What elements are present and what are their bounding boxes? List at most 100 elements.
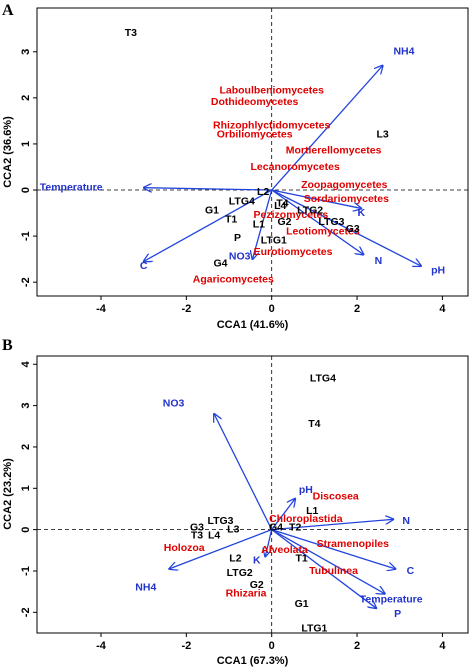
site-label-t4: T4: [308, 418, 320, 430]
x-tick-label: 2: [354, 640, 360, 652]
site-label-t1: T1: [295, 552, 307, 564]
site-label-ltg4: LTG4: [229, 195, 255, 207]
site-label-g4: G4: [213, 258, 227, 270]
y-tick-label: -2: [20, 277, 32, 287]
taxon-label-sordariomycetes: Sordariomycetes: [304, 193, 389, 205]
env-arrow-no3: [253, 189, 273, 259]
taxon-label-agaricomycetes: Agaricomycetes: [193, 274, 274, 286]
chart-marks-b: -4 -2 0 2 4 -2 -1 0 1 2 3 4 NO3 pH N NH4 K C Temperature P D…: [20, 356, 468, 652]
taxon-label-leotiomycetes: Leotiomycetes: [286, 225, 360, 237]
env-arrow-nh4: [169, 529, 272, 569]
taxon-label-laboulbeniomycetes: Laboulbeniomycetes: [219, 85, 324, 97]
y-tick-label: 1: [20, 485, 32, 491]
env-label-n: N: [402, 515, 410, 527]
cca-panel-b: -4 -2 0 2 4 -2 -1 0 1 2 3 4 NO3 pH N NH4 K C Temperature P D…: [2, 355, 469, 667]
site-label-l3: L3: [377, 129, 389, 141]
env-arrow-n: [271, 189, 364, 255]
site-label-p: P: [234, 232, 241, 244]
taxon-label-eurotiomycetes: Eurotiomycetes: [254, 246, 333, 258]
site-label-l2: L2: [257, 186, 269, 198]
env-arrow-no3: [214, 414, 273, 530]
taxon-label-lecanoromycetes: Lecanoromycetes: [251, 161, 340, 173]
site-label-l4: L4: [274, 200, 286, 212]
site-label-t2: T2: [289, 521, 301, 533]
site-label-ltg3: LTG3: [318, 216, 344, 228]
site-label-g1: G1: [295, 598, 309, 610]
env-label-k: K: [253, 554, 261, 566]
env-label-c: C: [407, 565, 415, 577]
taxon-label-alveolata: Alveolata: [261, 544, 308, 556]
taxon-label-zoopagomycetes: Zoopagomycetes: [301, 179, 388, 191]
env-label-ph: pH: [299, 484, 313, 496]
env-label-no3: NO3: [163, 397, 185, 409]
y-tick-label: 0: [20, 527, 32, 533]
x-tick-label: -2: [181, 303, 191, 315]
panel-letter-b: B: [2, 337, 13, 354]
site-label-ltg4: LTG4: [310, 373, 336, 385]
env-label-nh4: NH4: [135, 581, 156, 593]
env-arrow-p: [271, 529, 377, 609]
env-label-c: C: [140, 260, 148, 272]
x-tick-label: 2: [354, 303, 360, 315]
env-label-nh4: NH4: [393, 46, 414, 58]
y-tick-label: 1: [20, 141, 32, 147]
env-label-no3: NO3: [229, 251, 251, 263]
env-arrow-temperature: [271, 529, 385, 594]
site-label-l4: L4: [208, 530, 220, 542]
x-tick-label: 4: [439, 303, 446, 315]
x-tick-label: -4: [96, 303, 107, 315]
y-tick-label: -2: [20, 607, 32, 617]
site-label-g1: G1: [205, 205, 219, 217]
env-arrow-k: [271, 189, 362, 208]
taxon-label-discosea: Discosea: [313, 490, 359, 502]
panel-letter-a: A: [2, 2, 14, 19]
taxon-label-chloroplastida: Chloroplastida: [269, 513, 343, 525]
taxon-label-mortierellomycetes: Mortierellomycetes: [286, 145, 382, 157]
site-label-g2: G2: [250, 579, 264, 591]
y-axis-title-a: CCA2 (36.6%): [2, 116, 14, 188]
y-tick-label: 2: [20, 95, 32, 101]
site-label-ltg1: LTG1: [261, 234, 287, 246]
env-arrow-nh4: [271, 66, 383, 191]
env-label-k: K: [358, 207, 366, 219]
x-tick-label: 0: [269, 640, 275, 652]
env-arrow-n: [271, 519, 394, 531]
env-arrow-c: [271, 529, 396, 569]
env-label-ph: pH: [431, 264, 445, 276]
site-label-ltg2: LTG2: [227, 567, 253, 579]
x-tick-label: -2: [181, 640, 191, 652]
y-tick-label: 2: [20, 444, 32, 450]
y-tick-label: -1: [20, 566, 32, 576]
y-axis-title-b: CCA2 (23.2%): [2, 458, 14, 530]
taxon-label-rhizophlyctidomycetes: Rhizophlyctidomycetes: [213, 119, 330, 131]
site-label-l1: L1: [306, 505, 318, 517]
x-axis-title-b: CCA1 (67.3%): [217, 655, 289, 667]
taxon-label-orbiliomycetes: Orbiliomycetes: [217, 129, 293, 141]
plot-frame-a: [36, 7, 469, 297]
env-arrow-temperature: [144, 188, 272, 190]
env-arrow-ph: [271, 189, 421, 266]
y-tick-label: 0: [20, 187, 32, 193]
site-label-g3: G3: [190, 521, 204, 533]
taxon-label-rhizaria: Rhizaria: [226, 588, 267, 600]
site-label-l3: L3: [227, 523, 239, 535]
site-label-t3: T3: [191, 530, 203, 542]
taxon-label-pezizomycetes: Pezizomycetes: [254, 209, 329, 221]
env-label-temperature: Temperature: [360, 594, 423, 606]
x-tick-label: -4: [96, 640, 107, 652]
env-arrow-c: [144, 189, 273, 261]
env-label-n: N: [375, 255, 383, 267]
site-label-g4: G4: [269, 521, 283, 533]
taxon-label-stramenopiles: Stramenopiles: [317, 538, 390, 550]
taxon-label-dothideomycetes: Dothideomycetes: [211, 96, 299, 108]
plot-frame-b: [36, 355, 469, 634]
site-label-l1: L1: [253, 218, 265, 230]
env-arrow-k: [265, 529, 273, 557]
env-label-temperature: Temperature: [40, 181, 103, 193]
site-label-ltg1: LTG1: [301, 623, 327, 635]
y-tick-label: 3: [20, 49, 32, 55]
env-label-p: P: [394, 608, 401, 620]
site-label-ltg2: LTG2: [297, 205, 323, 217]
chart-marks-a: -4 -2 0 2 4 -2 -1 0 1 2 3 NH4 Temperature C K NpH NO3 Lab…: [20, 8, 468, 315]
